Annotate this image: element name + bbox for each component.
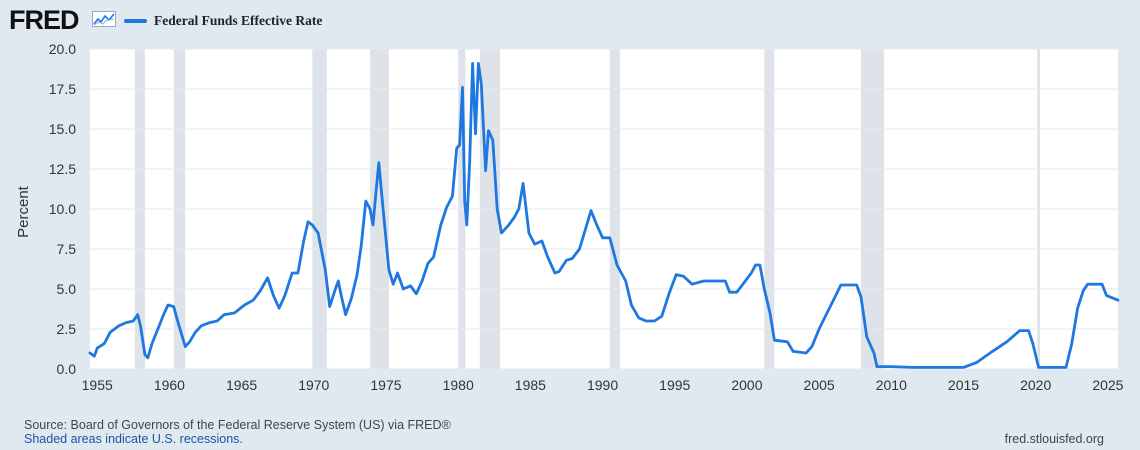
x-tick-label: 1965: [226, 377, 257, 393]
series-line: [88, 62, 1120, 369]
x-tick-label: 2005: [804, 377, 835, 393]
x-tick-label: 1995: [659, 377, 690, 393]
y-axis-ticks: 0.0 2.5 5.0 7.5 10.0 12.5 15.0 17.5 20.0: [49, 41, 76, 377]
grid-lines: [90, 48, 1118, 370]
legend-swatch: [124, 19, 147, 23]
y-axis-label: Percent: [15, 185, 32, 238]
y-tick-label: 7.5: [57, 241, 77, 257]
x-tick-label: 1970: [298, 377, 329, 393]
y-tick-label: 5.0: [57, 281, 77, 297]
series-lines: [88, 62, 1120, 369]
line-chart: 0.0 2.5 5.0 7.5 10.0 12.5 15.0 17.5 20.0 1955 196…: [15, 41, 1124, 393]
x-tick-label: 1980: [443, 377, 474, 393]
x-tick-label: 2025: [1092, 377, 1123, 393]
y-tick-label: 20.0: [49, 41, 76, 57]
chart-header: FRED Federal Funds Effective Rate: [0, 0, 1140, 40]
fred-logo[interactable]: FRED: [9, 5, 79, 35]
chart-legend: Federal Funds Effective Rate: [124, 11, 322, 31]
source-note: Source: Board of Governors of the Federa…: [24, 418, 451, 432]
x-tick-label: 2000: [731, 377, 762, 393]
recession-note[interactable]: Shaded areas indicate U.S. recessions.: [24, 432, 243, 446]
x-tick-label: 1960: [154, 377, 185, 393]
x-tick-label: 2010: [876, 377, 907, 393]
x-tick-label: 2020: [1020, 377, 1051, 393]
y-tick-label: 2.5: [57, 321, 77, 337]
fred-url[interactable]: fred.stlouisfed.org: [1004, 432, 1104, 446]
x-tick-label: 1955: [82, 377, 113, 393]
y-tick-label: 12.5: [49, 161, 76, 177]
y-tick-label: 17.5: [49, 81, 76, 97]
x-axis-ticks: 1955 1960 1965 1970 1975 1980 1985 1990 1995 2000…: [82, 377, 1124, 393]
x-tick-label: 1985: [515, 377, 546, 393]
y-tick-label: 15.0: [49, 121, 76, 137]
y-tick-label: 10.0: [49, 201, 76, 217]
sparkline-chart-icon: [92, 11, 116, 27]
legend-series-label: Federal Funds Effective Rate: [154, 13, 323, 28]
x-tick-label: 2015: [948, 377, 979, 393]
x-tick-label: 1975: [370, 377, 401, 393]
x-tick-label: 1990: [587, 377, 618, 393]
y-tick-label: 0.0: [57, 361, 77, 377]
